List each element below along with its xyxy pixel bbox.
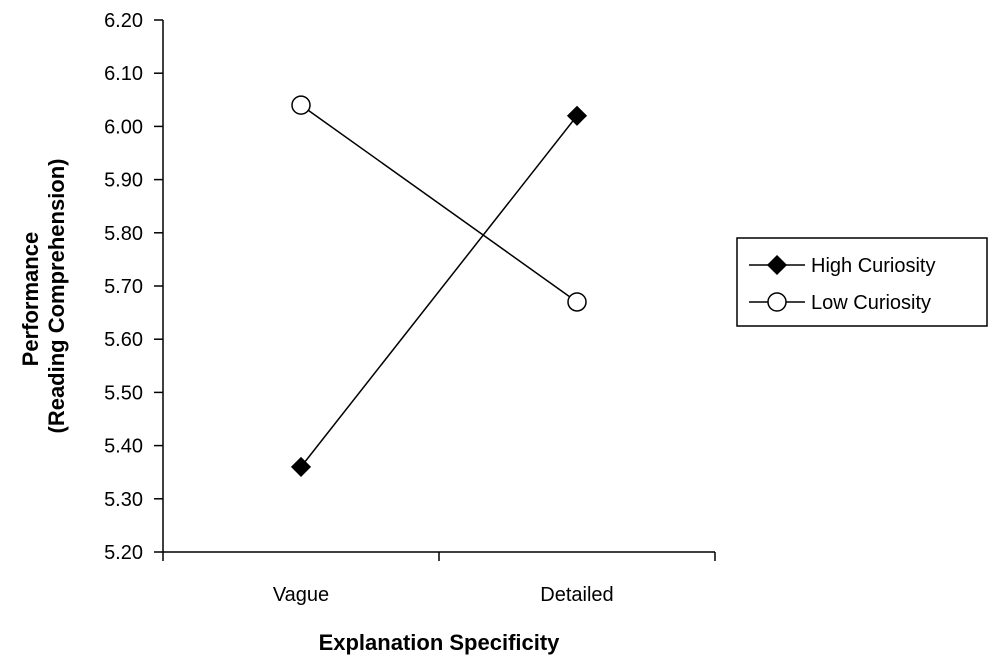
data-point-low-curiosity (291, 95, 311, 115)
y-axis-title: Performance (Reading Comprehension) (18, 158, 69, 433)
data-point-low-curiosity (567, 292, 587, 312)
y-tick-label: 5.70 (104, 276, 143, 298)
y-tick-label: 5.30 (104, 489, 143, 511)
y-tick-label: 5.50 (104, 382, 143, 404)
x-tick-label: Vague (273, 584, 329, 606)
legend-label: Low Curiosity (811, 292, 931, 314)
y-tick-label: 6.20 (104, 10, 143, 32)
x-axis-ticks: Vague Detailed (162, 552, 716, 606)
y-axis-title-line-1: Performance (18, 232, 43, 367)
axes (162, 20, 715, 553)
series-low-curiosity (291, 95, 587, 312)
y-tick-label: 5.40 (104, 436, 143, 458)
series-high-curiosity (290, 105, 588, 477)
legend-label: High Curiosity (811, 255, 935, 277)
legend-item-high-curiosity: High Curiosity (749, 254, 935, 277)
legend-swatch-marker (766, 254, 788, 276)
legend: High Curiosity Low Curiosity (736, 237, 988, 327)
y-tick-label: 5.60 (104, 329, 143, 351)
series-line-low-curiosity (300, 104, 578, 303)
data-point-high-curiosity (566, 105, 588, 126)
y-tick-label: 6.10 (104, 63, 143, 85)
legend-item-low-curiosity: Low Curiosity (749, 292, 931, 314)
x-axis-title: Explanation Specificity (319, 630, 561, 655)
y-axis-title-line-2: (Reading Comprehension) (44, 158, 69, 433)
series-line-high-curiosity (300, 115, 578, 468)
y-tick-label: 6.00 (104, 116, 143, 138)
series-layer (290, 95, 588, 477)
y-tick-label: 5.80 (104, 223, 143, 245)
x-tick-label: Detailed (540, 584, 613, 606)
data-point-high-curiosity (290, 456, 312, 477)
y-tick-label: 5.90 (104, 170, 143, 192)
y-tick-label: 5.20 (104, 542, 143, 564)
legend-swatch-marker (767, 292, 787, 312)
y-axis-ticks: 5.20 5.30 5.40 5.50 5.60 5.70 5.80 5.90 6.00 6.10… (104, 10, 163, 564)
